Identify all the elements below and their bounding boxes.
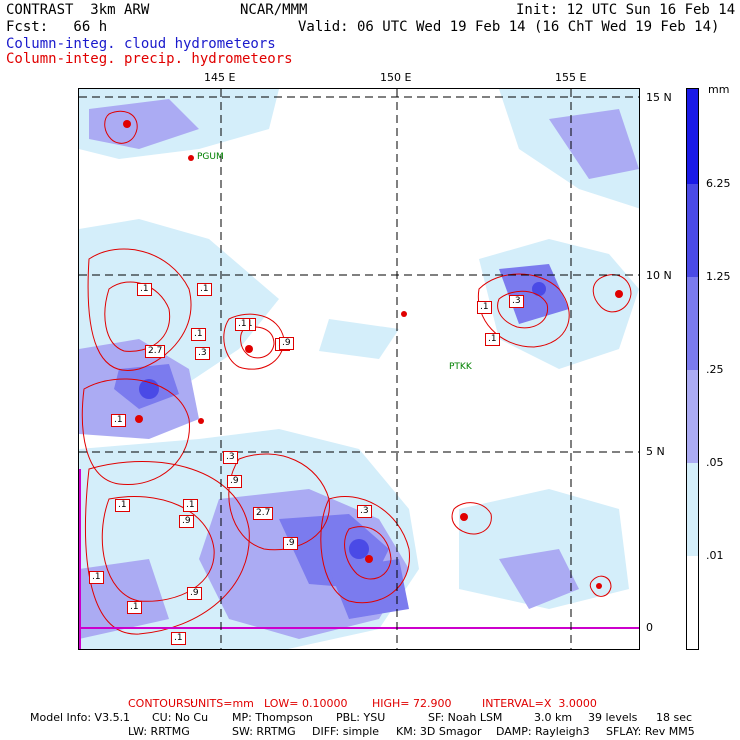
contours-interval: INTERVAL=X 3.0000 [482,697,597,710]
lw-scheme: LW: RRTMG [128,725,190,738]
station-pgum: PGUM [197,152,224,162]
colorbar-unit: mm [708,83,730,96]
contour-label: .9 [179,515,194,528]
sw-scheme: SW: RRTMG [232,725,296,738]
cu-scheme: CU: No Cu [152,711,209,724]
colorbar-swatch-6 [687,89,698,184]
contour-label: .1 [137,283,152,296]
map-panel: PGUM PTKK .1 .1 .1 .1 2.7 .3 .9 .1 .1 .3… [78,88,640,650]
contour-label: 2.7 [253,507,274,520]
institution-label: NCAR/MMM [240,2,308,18]
contour-label: 2.7 [145,345,166,358]
contour-label: .1 [89,571,104,584]
lon-label-150: 150 E [380,71,412,84]
precip-cores [123,120,623,589]
latlon-grid [79,89,639,649]
lon-label-155: 155 E [555,71,587,84]
colorbar-label: 6.25 [706,177,731,190]
lat-label-5: 5 N [646,445,665,458]
contour-label: .9 [283,537,298,550]
colorbar-swatch-3 [687,370,698,463]
contour-label: .3 [223,451,238,464]
colorbar-label: 1.25 [706,270,731,283]
colorbar-label: .25 [706,363,724,376]
lat-label-0: 0 [646,621,653,634]
precip-contours [81,110,632,635]
colorbar-swatch-2 [687,463,698,556]
mp-scheme: MP: Thompson [232,711,313,724]
contours-prefix: CONTOURS: [128,697,195,710]
time-step: 18 sec [656,711,693,724]
contour-label: .1 [197,283,212,296]
diff-scheme: DIFF: simple [312,725,380,738]
contours-high: HIGH= 72.900 [372,697,452,710]
contours-low: LOW= 0.10000 [264,697,348,710]
init-time: Init: 12 UTC Sun 16 Feb 14 [516,2,736,18]
grid-resolution: 3.0 km [534,711,573,724]
contour-label: .1 [171,632,186,645]
contour-label: .1 [235,318,250,331]
contour-label: .1 [115,499,130,512]
contour-label: .1 [485,333,500,346]
valid-time: Valid: 06 UTC Wed 19 Feb 14 (16 ChT Wed … [298,19,720,35]
damp-scheme: DAMP: Rayleigh3 [496,725,590,738]
colorbar-label: .01 [706,549,724,562]
legend-cloud: Column-integ. cloud hydrometeors [6,36,276,52]
lon-label-145: 145 E [204,71,236,84]
colorbar [686,88,699,650]
contour-label: .3 [195,347,210,360]
colorbar-swatch-1 [687,556,698,649]
contour-label: .1 [191,328,206,341]
contour-label: .1 [111,414,126,427]
contours-units: UNITS=mm [190,697,254,710]
lat-label-15: 15 N [646,91,672,104]
contour-label: .9 [279,337,294,350]
contour-label: .9 [187,587,202,600]
colorbar-label: .05 [706,456,724,469]
contour-label: .1 [127,601,142,614]
contour-label: .3 [509,295,524,308]
map-svg [79,89,639,649]
contour-label: .9 [227,475,242,488]
colorbar-swatch-4 [687,277,698,370]
station-ptkk: PTKK [449,362,472,372]
legend-precip: Column-integ. precip. hydrometeors [6,51,293,67]
forecast-hour: Fcst: 66 h [6,19,108,35]
model-info: Model Info: V3.5.1 [30,711,131,724]
pbl-scheme: PBL: YSU [336,711,386,724]
km-scheme: KM: 3D Smagor [396,725,482,738]
lat-label-10: 10 N [646,269,672,282]
contour-label: .1 [477,301,492,314]
sflay-scheme: SFLAY: Rev MM5 [606,725,695,738]
colorbar-swatch-5 [687,184,698,277]
contour-label: .1 [183,499,198,512]
contour-label: .3 [357,505,372,518]
model-title: CONTRAST 3km ARW [6,2,150,18]
sf-scheme: SF: Noah LSM [428,711,503,724]
vertical-levels: 39 levels [588,711,638,724]
